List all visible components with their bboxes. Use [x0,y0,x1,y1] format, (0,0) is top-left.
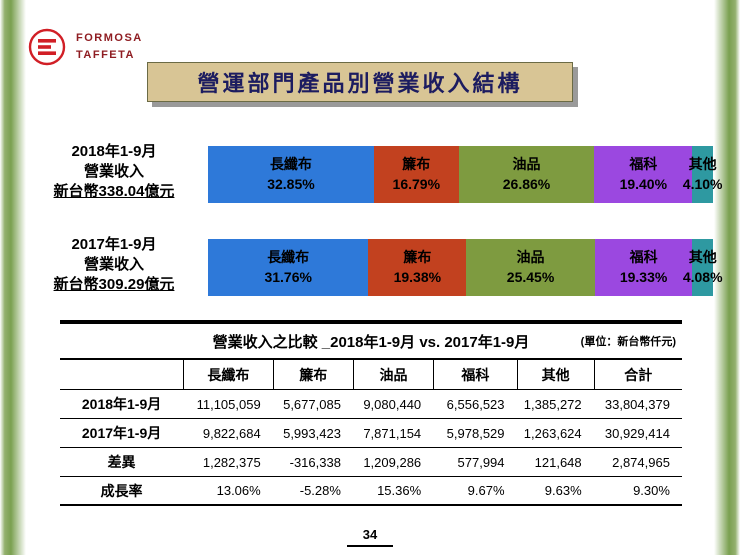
bar-label-line: 2018年1-9月 [71,143,157,160]
table-cell: -5.28% [299,483,341,498]
table-column-header: 福科 [433,360,516,389]
table-cell: 2,874,965 [612,454,670,470]
bar-segment-4: 福科 19.33% [594,239,693,296]
table-cell: 1,385,272 [523,396,582,412]
segment-value-label: 32.85% [267,176,315,192]
bar-segment-5: 其他 4.10% [683,146,723,203]
table-cell: 5,677,085 [283,396,341,412]
table-column-header: 簾布 [272,360,353,389]
table-cell: 9,080,440 [363,396,422,412]
table-row: 2017年1-9月 9,822,684 5,993,423 7,871,154 5,97… [60,419,682,448]
table-cell: 9,822,684 [202,425,261,441]
segment-category-label: 油品 [516,249,545,265]
table-header-row: 長纖布 簾布 油品 福科 其他 合計 [60,360,682,390]
bar-segment-1: 長纖布 32.85% [208,146,374,203]
bar-label-line: 2017年1-9月 [71,236,157,253]
bar-row-2018-label: 2018年1-9月 營業收入新台幣338.04億元 [22,142,206,202]
table-row-label: 成長率 [100,482,143,499]
segment-category-label: 長纖布 [269,156,312,172]
table-header-empty-cell [60,360,183,389]
table-row: 成長率 13.06% -5.28% 15.36% 9.67% 9.63% 9.30% [60,477,682,506]
table-cell: 11,105,059 [196,396,261,412]
slide-title-banner: 營運部門產品別營業收入結構 [147,62,573,102]
table-cell: 1,282,375 [202,454,261,470]
table-row: 差異 1,282,375 -316,338 1,209,286 577,994 121,6… [60,448,682,477]
table-cell: 5,978,529 [446,425,505,441]
logo-text-line1: FORMOSA [76,32,143,44]
segment-category-label: 福科 [629,249,658,265]
segment-value-label: 31.76% [264,269,312,285]
table-title: 營業收入之比較 _2018年1-9月 vs. 2017年1-9月 [212,333,530,351]
bar-label-line: 營業收入 [83,256,144,273]
segment-value-label: 26.86% [502,176,551,192]
bar-segment-2: 簾布 16.79% [373,146,459,203]
segment-category-label: 福科 [629,156,658,172]
stacked-bar-2018: 長纖布 32.85% 簾布 16.79% 油品 26.86% 福科 19.40% 其他 4.10% [208,146,723,203]
table-cell: 6,556,523 [446,396,505,412]
table-body: 2018年1-9月 11,105,059 5,677,085 9,080,440 6,5… [60,390,682,506]
table-cell: 1,263,624 [523,425,582,441]
segment-category-label: 其他 [688,156,717,172]
table-column-header: 其他 [516,360,594,389]
logo-text-line2: TAFFETA [76,49,135,61]
table-cell: 7,871,154 [363,425,422,441]
table-cell: 121,648 [534,454,582,470]
table-row-label: 差異 [107,454,136,470]
table-cell: 15.36% [377,483,422,498]
stacked-bar-2017: 長纖布 31.76% 簾布 19.38% 油品 25.45% 福科 19.33% 其他 4.08% [208,239,723,296]
segment-category-label: 簾布 [402,156,431,172]
table-unit-note: (單位：新台幣仟元) [580,336,676,348]
table-cell: 1,209,286 [363,454,422,470]
revenue-comparison-table: 營業收入之比較 _2018年1-9月 vs. 2017年1-9月 (單位：新台幣… [60,320,682,506]
segment-value-label: 19.33% [619,269,668,285]
left-border-stripe [0,0,26,555]
table-cell: 5,993,423 [283,425,341,441]
segment-value-label: 4.10% [682,176,723,192]
bar-segment-4: 福科 19.40% [594,146,693,203]
table-cell: 30,929,414 [604,425,670,441]
logo-icon [28,28,66,66]
bar-segment-2: 簾布 19.38% [368,239,467,296]
bar-label-line: 新台幣309.29億元 [53,276,175,293]
table-row-label: 2018年1-9月 [81,396,162,412]
bar-label-line: 新台幣338.04億元 [53,183,175,200]
slide-title: 營運部門產品別營業收入結構 [197,71,523,97]
table-cell: 13.06% [216,483,261,498]
segment-category-label: 長纖布 [267,249,310,265]
right-border-stripe [714,0,740,555]
table-cell: 577,994 [457,454,505,470]
formosa-taffeta-logo: FORMOSA TAFFETA [26,26,143,68]
bar-row-2017-label: 2017年1-9月 營業收入新台幣309.29億元 [22,235,206,295]
segment-value-label: 4.08% [682,269,723,285]
page-number: 34 [0,527,740,547]
bar-segment-1: 長纖布 31.76% [208,239,369,296]
bar-segment-5: 其他 4.08% [683,239,723,296]
table-row-label: 2017年1-9月 [81,425,162,441]
segment-value-label: 25.45% [506,269,555,285]
segment-category-label: 油品 [512,156,541,172]
segment-value-label: 16.79% [392,176,441,192]
table-title-row: 營業收入之比較 _2018年1-9月 vs. 2017年1-9月 (單位：新台幣… [60,324,682,360]
table-column-header: 長纖布 [183,360,273,389]
table-cell: 9.63% [544,483,582,498]
segment-category-label: 其他 [688,249,717,265]
segment-value-label: 19.38% [393,269,442,285]
table-row: 2018年1-9月 11,105,059 5,677,085 9,080,440 6,5… [60,390,682,419]
table-cell: 9.67% [467,483,505,498]
segment-value-label: 19.40% [619,176,668,192]
bar-segment-3: 油品 25.45% [466,239,595,296]
bar-segment-3: 油品 26.86% [458,146,595,203]
bar-label-line: 營業收入 [83,163,144,180]
table-cell: 33,804,379 [604,396,670,412]
table-column-header: 油品 [352,360,433,389]
table-column-header: 合計 [593,360,682,389]
table-cell: -316,338 [289,454,341,470]
table-cell: 9.30% [633,483,670,498]
segment-category-label: 簾布 [403,249,432,265]
